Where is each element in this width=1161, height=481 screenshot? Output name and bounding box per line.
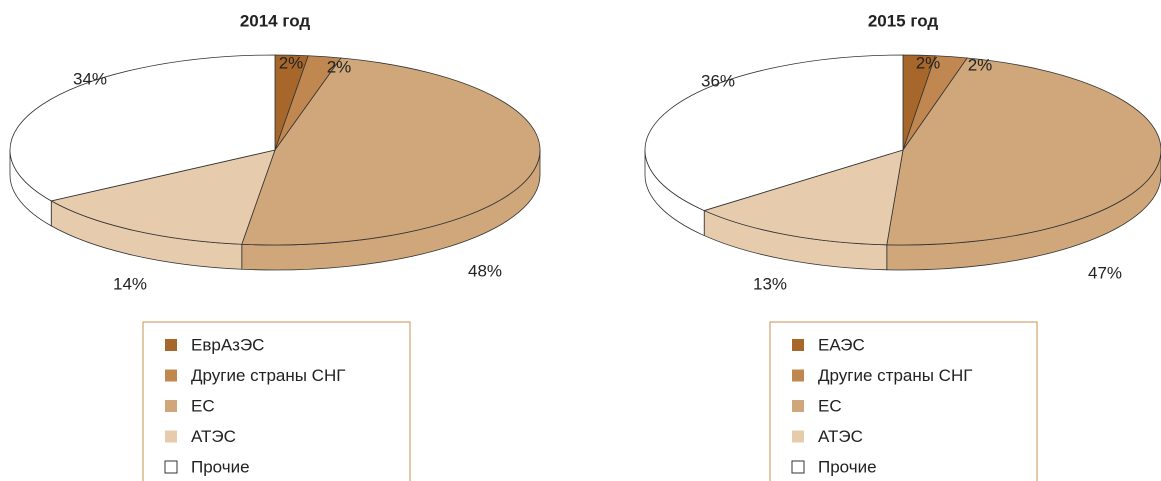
legend-label: ЕврАзЭС <box>191 335 264 354</box>
chart-title: 2015 год <box>868 11 939 30</box>
pie-slice <box>703 149 904 246</box>
legend-label: АТЭС <box>818 427 863 446</box>
data-label: 2% <box>968 55 993 74</box>
pie-slice <box>241 57 541 246</box>
legend-label: Прочие <box>191 457 250 476</box>
legend-swatch <box>165 369 177 382</box>
data-label: 36% <box>701 71 735 90</box>
pie-slice <box>9 54 276 202</box>
legend-label: АТЭС <box>191 427 236 446</box>
data-label: 2% <box>279 53 304 72</box>
legend-label: ЕАЭС <box>818 335 865 354</box>
data-label: 13% <box>753 274 787 293</box>
data-label: 48% <box>468 261 502 280</box>
pie-slice <box>50 149 276 245</box>
chart-title: 2014 год <box>240 11 311 30</box>
legend-swatch <box>164 460 178 474</box>
legend-label: ЕС <box>191 396 215 415</box>
legend-swatch <box>791 460 805 474</box>
data-label: 2% <box>327 57 352 76</box>
pie-slice <box>644 54 904 211</box>
data-label: 47% <box>1088 263 1122 282</box>
data-label: 2% <box>916 53 941 72</box>
legend-label: Другие страны СНГ <box>191 366 345 385</box>
legend-swatch <box>792 339 804 351</box>
legend-box <box>769 321 1038 481</box>
data-label: 34% <box>73 69 107 88</box>
legend-label: ЕС <box>818 396 842 415</box>
legend-swatch <box>792 430 804 443</box>
legend-swatch <box>792 400 804 412</box>
legend-box <box>142 321 411 481</box>
legend-swatch <box>165 430 177 443</box>
pie-slice <box>886 57 1161 246</box>
legend-label: Другие страны СНГ <box>818 366 972 385</box>
legend-swatch <box>165 339 177 351</box>
data-label: 14% <box>113 274 147 293</box>
legend-swatch <box>792 369 804 382</box>
legend-label: Прочие <box>818 457 877 476</box>
legend-swatch <box>165 400 177 412</box>
